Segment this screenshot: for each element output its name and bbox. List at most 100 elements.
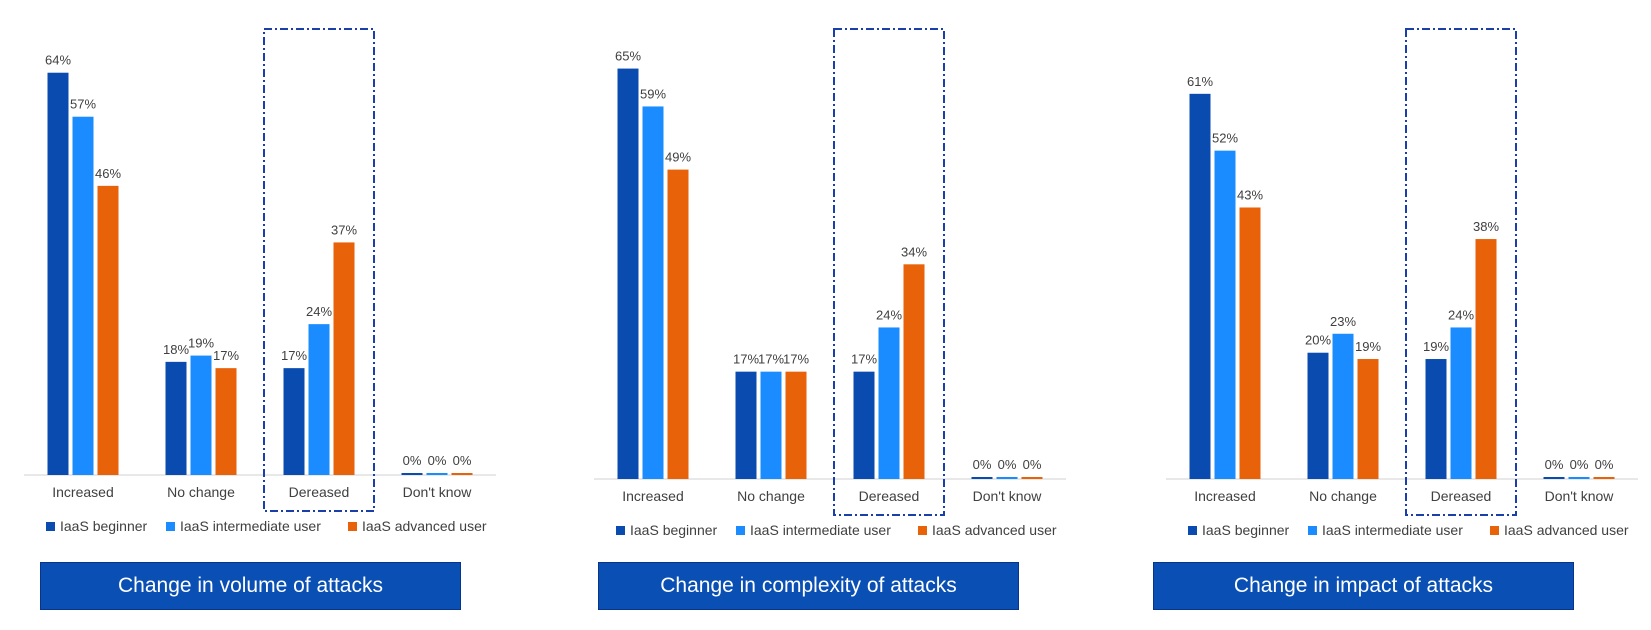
bar — [617, 68, 639, 480]
category-label: Dereased — [289, 484, 350, 500]
data-label: 0% — [1595, 457, 1614, 472]
legend-label: IaaS advanced user — [362, 518, 487, 534]
bar — [1307, 352, 1329, 479]
bar — [1593, 477, 1615, 479]
data-label: 61% — [1187, 74, 1213, 89]
legend-label: IaaS intermediate user — [750, 522, 891, 538]
data-label: 23% — [1330, 314, 1356, 329]
data-label: 46% — [95, 166, 121, 181]
bar — [667, 169, 689, 479]
bar — [1239, 207, 1261, 479]
data-label: 37% — [331, 222, 357, 237]
bar — [903, 264, 925, 479]
data-label: 57% — [70, 97, 96, 112]
data-label: 49% — [665, 150, 691, 165]
legend-swatch — [736, 526, 745, 535]
data-label: 0% — [1023, 457, 1042, 472]
bar — [165, 361, 187, 475]
legend-label: IaaS intermediate user — [1322, 522, 1463, 538]
legend-label: IaaS advanced user — [932, 522, 1057, 538]
data-label: 18% — [163, 342, 189, 357]
legend-swatch — [348, 522, 357, 531]
bar — [996, 477, 1018, 479]
data-label: 0% — [973, 457, 992, 472]
category-label: No change — [1309, 488, 1377, 504]
bar — [785, 371, 807, 479]
legend-label: IaaS beginner — [60, 518, 148, 534]
category-label: No change — [167, 484, 235, 500]
bar — [308, 324, 330, 475]
legend-label: IaaS advanced user — [1504, 522, 1629, 538]
data-label: 0% — [1570, 457, 1589, 472]
bar — [190, 355, 212, 475]
category-label: Don't know — [973, 488, 1043, 504]
legend-swatch — [1490, 526, 1499, 535]
bar — [1357, 359, 1379, 479]
data-label: 64% — [45, 53, 71, 68]
data-label: 38% — [1473, 219, 1499, 234]
category-label: Don't know — [1545, 488, 1615, 504]
bar — [1568, 477, 1590, 479]
chart-title-complexity: Change in complexity of attacks — [598, 562, 1019, 610]
legend-swatch — [46, 522, 55, 531]
data-label: 43% — [1237, 187, 1263, 202]
legend-swatch — [616, 526, 625, 535]
bar — [451, 473, 473, 475]
bar — [1189, 93, 1211, 479]
highlight-box — [1405, 28, 1517, 516]
bar — [735, 371, 757, 479]
data-label: 24% — [306, 304, 332, 319]
data-label: 34% — [901, 244, 927, 259]
data-label: 0% — [403, 453, 422, 468]
data-label: 17% — [758, 352, 784, 367]
data-label: 17% — [733, 352, 759, 367]
bar — [760, 371, 782, 479]
bar — [401, 473, 423, 475]
highlight-box — [833, 28, 945, 516]
data-label: 59% — [640, 86, 666, 101]
data-label: 17% — [213, 348, 239, 363]
bar — [333, 242, 355, 475]
category-label: Increased — [1194, 488, 1255, 504]
bar — [878, 327, 900, 479]
legend-label: IaaS intermediate user — [180, 518, 321, 534]
chart-title-impact: Change in impact of attacks — [1153, 562, 1574, 610]
bar — [1543, 477, 1565, 479]
data-label: 19% — [188, 336, 214, 351]
category-label: Increased — [52, 484, 113, 500]
data-label: 17% — [851, 352, 877, 367]
data-label: 24% — [1448, 307, 1474, 322]
data-label: 17% — [281, 348, 307, 363]
data-label: 52% — [1212, 131, 1238, 146]
bar — [97, 185, 119, 475]
legend-swatch — [1308, 526, 1317, 535]
highlight-box — [263, 28, 375, 512]
bar — [283, 368, 305, 475]
legend-swatch — [918, 526, 927, 535]
category-label: No change — [737, 488, 805, 504]
bar — [426, 473, 448, 475]
data-label: 19% — [1423, 339, 1449, 354]
category-label: Increased — [622, 488, 683, 504]
data-label: 19% — [1355, 339, 1381, 354]
bar — [1332, 333, 1354, 479]
bar — [72, 116, 94, 475]
bar — [1475, 239, 1497, 479]
data-label: 24% — [876, 307, 902, 322]
data-label: 0% — [428, 453, 447, 468]
bar — [1450, 327, 1472, 479]
data-label: 65% — [615, 49, 641, 64]
chart-title-volume: Change in volume of attacks — [40, 562, 461, 610]
bar — [642, 106, 664, 479]
bar — [853, 371, 875, 479]
data-label: 17% — [783, 352, 809, 367]
category-label: Dereased — [1431, 488, 1492, 504]
bar — [971, 477, 993, 479]
category-label: Don't know — [403, 484, 473, 500]
legend-swatch — [1188, 526, 1197, 535]
bar — [1021, 477, 1043, 479]
legend-swatch — [166, 522, 175, 531]
category-label: Dereased — [859, 488, 920, 504]
bar — [47, 72, 69, 475]
